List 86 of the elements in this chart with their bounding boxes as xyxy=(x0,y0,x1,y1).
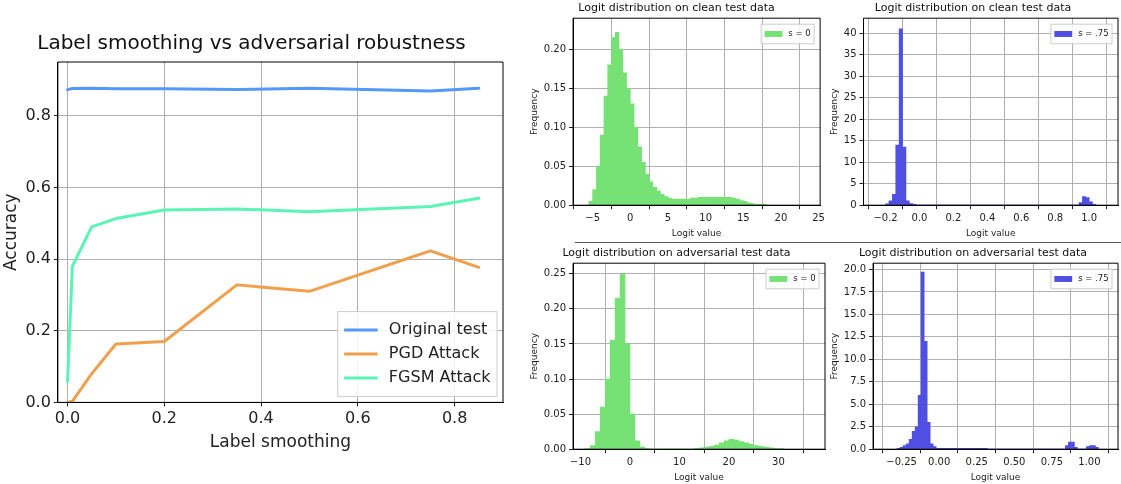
y-tick-label: 0.6 xyxy=(25,176,51,196)
y-tick-label: 10 xyxy=(843,155,857,167)
x-tick-label: 1.00 xyxy=(1078,455,1101,467)
x-tick-label: 0.75 xyxy=(1040,455,1064,467)
chart-title: Logit distribution on adversarial test data xyxy=(562,246,791,260)
x-axis-title: Logit value xyxy=(970,471,1021,482)
x-tick-label: 0.6 xyxy=(345,408,371,428)
x-axis-title: Logit value xyxy=(965,227,1016,238)
x-tick-label: 25 xyxy=(812,211,825,223)
y-tick-label: 30 xyxy=(843,69,857,81)
y-tick-label: 12.5 xyxy=(843,330,867,342)
y-tick-label: 7.5 xyxy=(850,375,867,387)
y-tick-label: 0.05 xyxy=(543,159,567,171)
y-tick-label: 0.10 xyxy=(543,120,567,132)
x-tick-label: 20 xyxy=(722,455,736,467)
x-tick-label: 10 xyxy=(673,455,686,467)
y-tick-label: 0.20 xyxy=(543,42,567,54)
y-tick-label: 0.05 xyxy=(543,407,567,419)
y-tick-label: 15.0 xyxy=(843,308,867,320)
chart-title: Logit distribution on clean test data xyxy=(578,1,775,15)
x-tick-label: 0.4 xyxy=(248,408,274,428)
y-tick-label: 10.0 xyxy=(843,352,867,364)
y-tick-label: 35 xyxy=(843,48,857,60)
x-tick-label: 0.8 xyxy=(1047,211,1064,223)
y-tick-label: 15 xyxy=(843,134,857,146)
y-axis-title: Frequency xyxy=(528,87,539,135)
y-tick-label: 2.5 xyxy=(850,420,867,432)
chart-title: Logit distribution on clean test data xyxy=(874,1,1072,15)
x-tick-label: −0.2 xyxy=(873,211,898,223)
x-tick-label: 1.0 xyxy=(1081,211,1098,223)
x-axis-title: Label smoothing xyxy=(209,431,352,452)
y-tick-label: 0.20 xyxy=(543,302,567,314)
y-tick-label: 0.8 xyxy=(25,104,51,124)
y-axis-title: Frequency xyxy=(528,332,539,380)
x-tick-label: 15 xyxy=(736,211,750,223)
x-tick-label: 0.8 xyxy=(441,408,468,428)
y-tick-label: 5 xyxy=(850,177,857,189)
y-tick-label: 0.15 xyxy=(543,81,567,93)
legend-label: s = .75 xyxy=(1078,273,1109,284)
legend-label: FGSM Attack xyxy=(388,367,492,387)
y-tick-label: 0.25 xyxy=(543,267,567,279)
y-tick-label: 40 xyxy=(843,26,857,38)
legend-label: s = 0 xyxy=(788,28,811,39)
x-tick-label: 0.6 xyxy=(1013,211,1030,223)
x-tick-label: 0 xyxy=(626,455,634,467)
x-tick-label: 0.00 xyxy=(928,455,951,467)
x-tick-label: 20 xyxy=(774,211,788,223)
y-tick-label: 0.10 xyxy=(543,372,567,384)
x-tick-label: 0.25 xyxy=(965,455,988,467)
legend-label: s = 0 xyxy=(793,273,816,284)
y-tick-label: 17.5 xyxy=(843,285,867,297)
y-axis-title: Frequency xyxy=(828,332,839,380)
x-axis-title: Logit value xyxy=(671,227,722,238)
x-tick-label: 10 xyxy=(699,211,712,223)
x-axis-title: Logit value xyxy=(674,471,725,482)
x-tick-label: 0.0 xyxy=(54,408,81,428)
chart-title: Logit distribution on adversarial test data xyxy=(858,246,1088,260)
x-tick-label: 0.0 xyxy=(911,211,928,223)
legend-label: PGD Attack xyxy=(388,343,481,363)
y-axis-title: Frequency xyxy=(828,87,839,135)
x-tick-label: 5 xyxy=(664,211,672,223)
y-tick-label: 5.0 xyxy=(850,397,867,409)
legend-label: Original test xyxy=(388,319,488,339)
chart-title: Label smoothing vs adversarial robustness xyxy=(37,30,466,55)
y-tick-label: 25 xyxy=(843,91,857,103)
y-tick-label: 0.4 xyxy=(25,248,51,268)
y-tick-label: 20.0 xyxy=(843,263,867,275)
x-tick-label: 30 xyxy=(772,455,785,467)
x-tick-label: 0.50 xyxy=(1003,455,1026,467)
y-axis-title: Accuracy xyxy=(0,193,20,272)
x-tick-label: −0.25 xyxy=(886,455,917,467)
y-tick-label: 0.00 xyxy=(543,198,567,210)
x-tick-label: 0.2 xyxy=(945,211,962,223)
y-tick-label: 0.0 xyxy=(25,391,51,411)
x-tick-label: 0 xyxy=(627,211,634,223)
y-tick-label: 20 xyxy=(843,112,857,124)
x-tick-label: −5 xyxy=(585,211,601,223)
y-tick-label: 0.2 xyxy=(25,319,51,339)
legend-label: s = .75 xyxy=(1078,28,1109,39)
x-tick-label: 0.2 xyxy=(151,408,178,428)
x-tick-label: −10 xyxy=(569,455,592,467)
y-tick-label: 0.15 xyxy=(543,337,567,349)
y-tick-label: 0.00 xyxy=(543,442,567,454)
y-tick-label: 0.0 xyxy=(850,442,867,454)
x-tick-label: 0.4 xyxy=(979,211,996,223)
y-tick-label: 0 xyxy=(850,198,857,210)
